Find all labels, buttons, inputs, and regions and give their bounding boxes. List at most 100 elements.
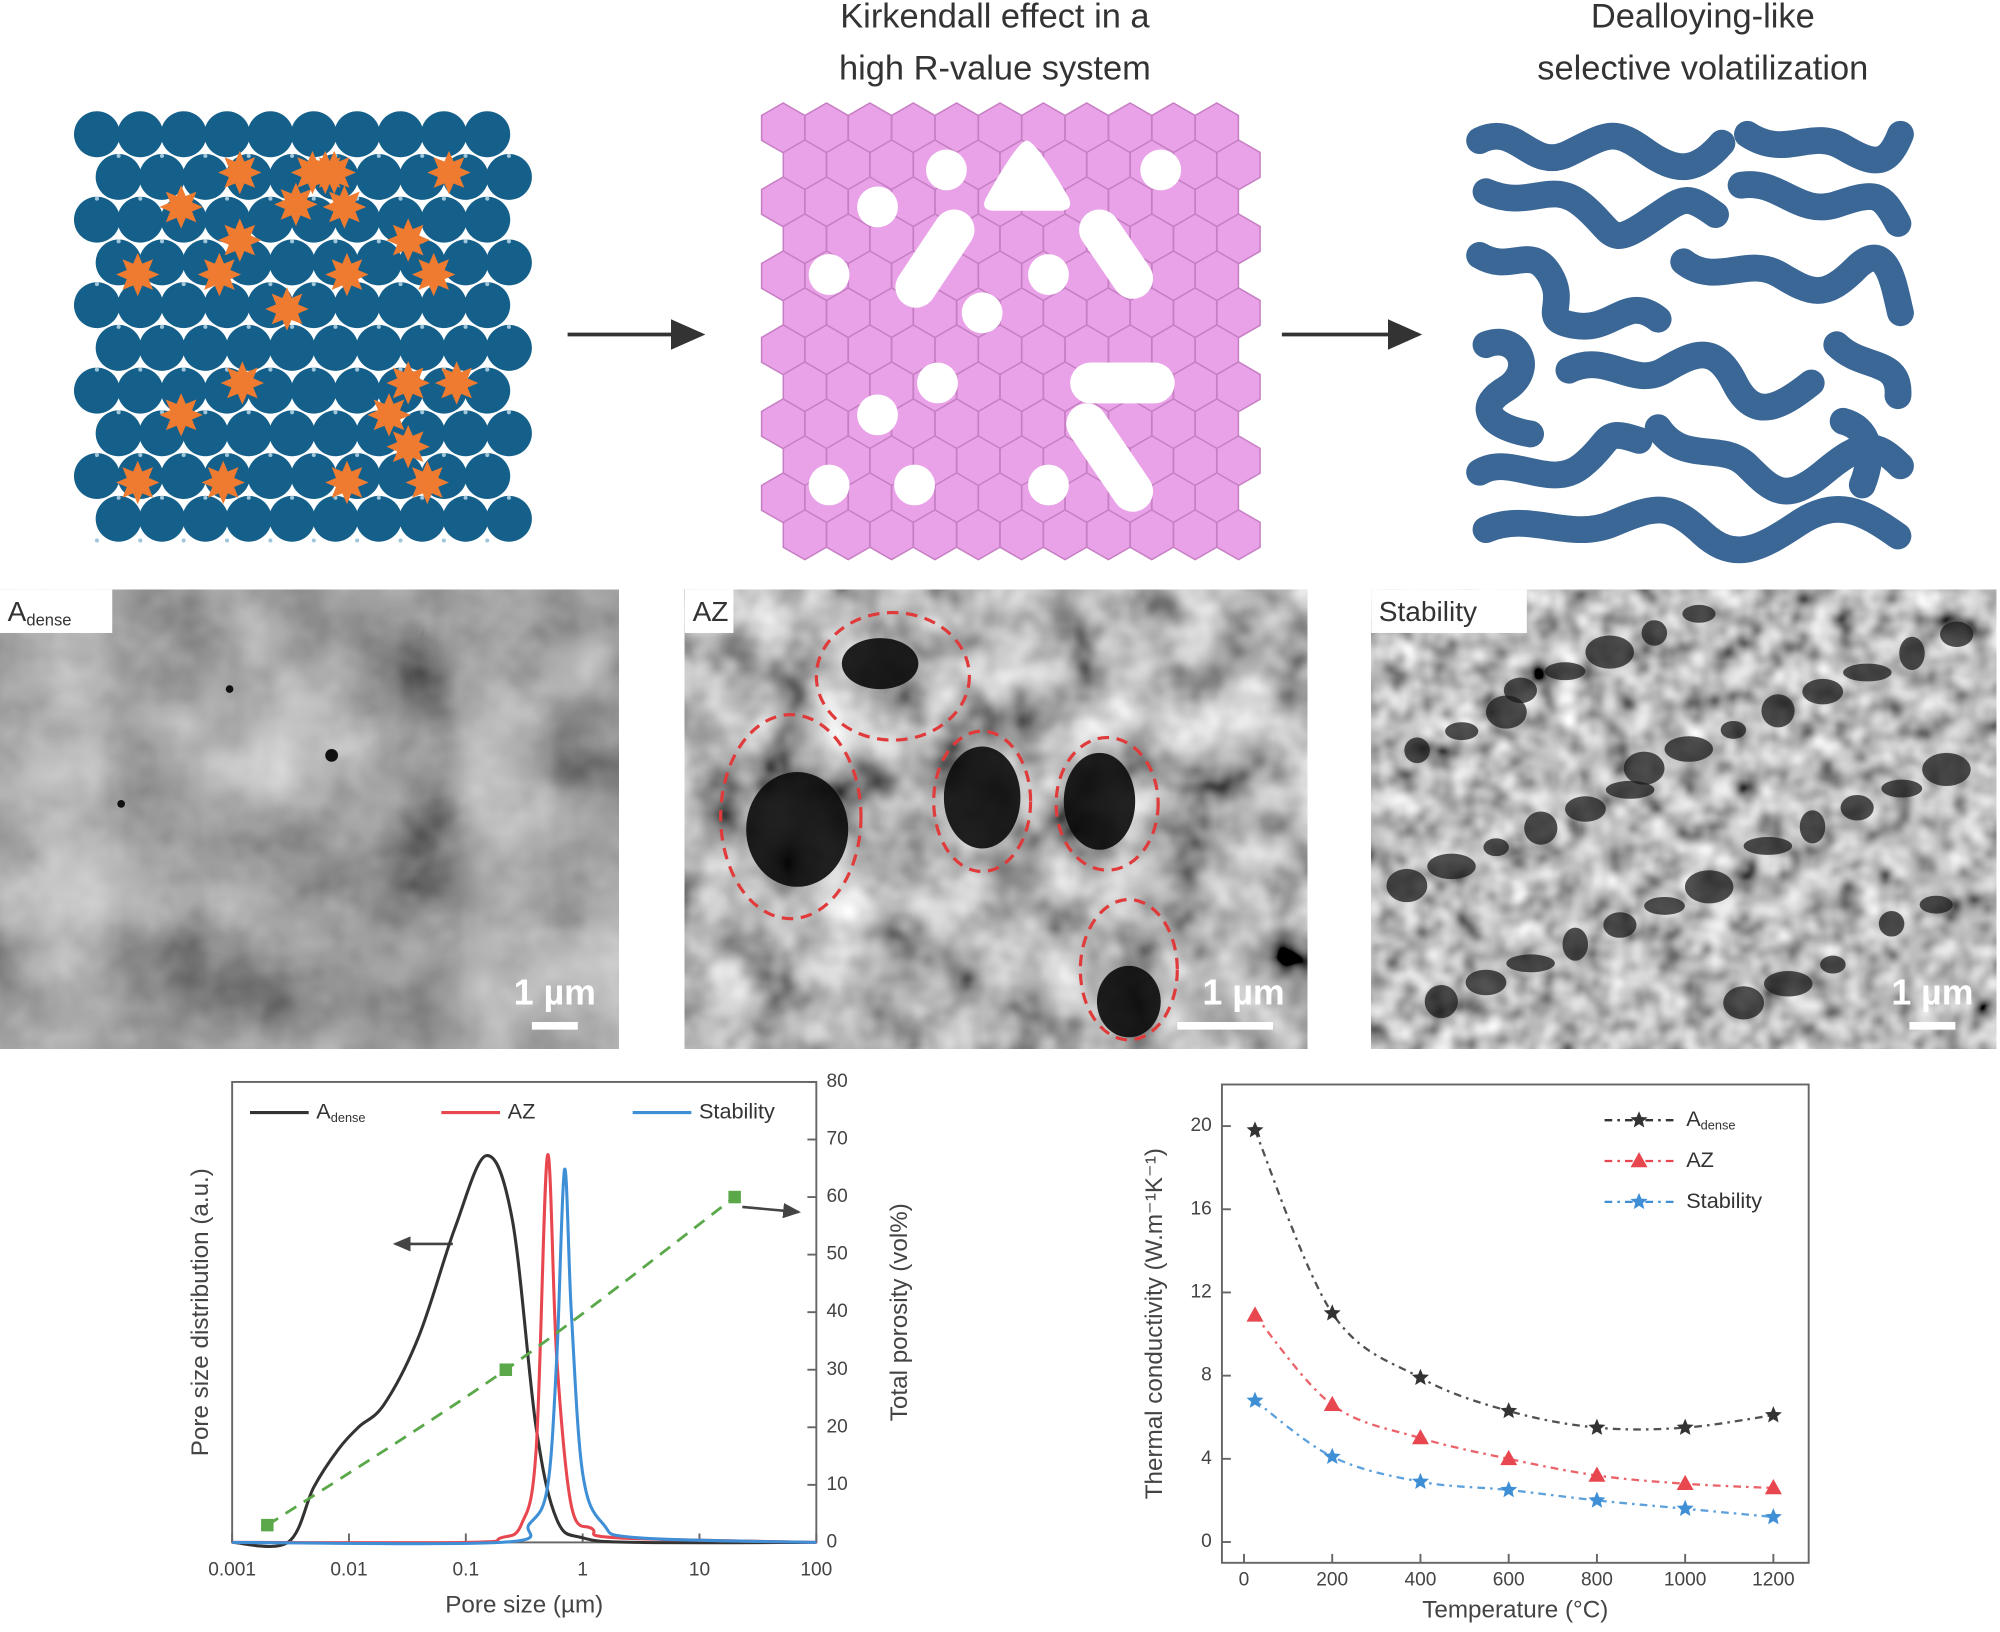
grain-boundary-dot [506, 410, 511, 415]
grain-boundary-dot [116, 239, 121, 244]
grain-boundary-dot [246, 324, 251, 329]
grain-boundary-dot [94, 196, 99, 201]
second-phase [367, 393, 411, 437]
pore [225, 685, 234, 693]
micrographs: Adense 1 µm AZ 1 µm Stability 1 µm [0, 589, 1997, 1049]
grain-boundary-dot [355, 452, 360, 458]
second-phase [386, 361, 430, 405]
grain-boundary-dot [485, 196, 490, 201]
grain [160, 111, 207, 158]
scale-bar [531, 1021, 578, 1030]
ligament [1472, 328, 1545, 448]
grain-boundary-dot [116, 324, 121, 329]
pore [1483, 838, 1509, 857]
grain [269, 410, 316, 457]
grain [269, 239, 316, 286]
legend-marker [1630, 1111, 1648, 1128]
pore [1605, 780, 1655, 799]
second-phase [274, 182, 318, 227]
grain [464, 196, 511, 243]
grain-boundary-dot [246, 153, 251, 158]
data-point [1588, 1491, 1606, 1508]
y2-tick-label: 30 [827, 1359, 848, 1380]
grain-boundary-dot [311, 282, 316, 287]
grain-boundary-dot [485, 367, 490, 372]
second-phase [386, 425, 430, 469]
grain-boundary-dot [181, 452, 186, 458]
series-line [266, 1196, 736, 1527]
void [1140, 149, 1182, 191]
series-line [232, 1153, 817, 1545]
pore [1096, 965, 1161, 1038]
grain [420, 111, 467, 158]
series-line [232, 1154, 817, 1548]
grain [312, 324, 359, 371]
grain-boundary-dot [268, 282, 273, 287]
scale-bar-label: 1 µm [1203, 973, 1285, 1013]
pore [1843, 663, 1892, 682]
scale-bar-label: 1 µm [1891, 973, 1973, 1013]
data-point [728, 1190, 741, 1204]
schematic-kirkendall [760, 102, 1261, 561]
grain [355, 239, 402, 286]
void [984, 140, 1071, 211]
grain [95, 324, 142, 371]
grain [225, 324, 272, 371]
pore-outline [814, 610, 971, 742]
x-tick-label: 1 [577, 1560, 588, 1581]
grain-boundary-dot [246, 410, 251, 415]
data-point [1588, 1418, 1606, 1435]
grain-boundary-dot [181, 367, 186, 372]
pore [1544, 662, 1586, 681]
grain [73, 282, 120, 329]
panel-label: Adense [8, 596, 72, 630]
grain-boundary-dot [94, 452, 99, 458]
grain [290, 282, 337, 329]
grain [182, 324, 229, 371]
second-phase [159, 393, 203, 437]
y-axis-label: Pore size distribution (a.u.) [187, 1168, 214, 1456]
grain-boundary-dot [116, 153, 121, 158]
grain-boundary-dot [181, 282, 186, 287]
grain [117, 367, 164, 414]
grain [355, 154, 402, 200]
void [895, 209, 975, 308]
grain-boundary-dot [376, 153, 381, 158]
grain [182, 154, 229, 200]
grain [312, 410, 359, 457]
pore [1623, 751, 1665, 785]
grain [1216, 508, 1261, 561]
grain [442, 239, 489, 286]
data-point [1411, 1368, 1429, 1386]
grain-boundary-dot [181, 538, 186, 543]
second-phase [427, 150, 471, 195]
y-tick-label: 4 [1201, 1448, 1212, 1469]
pore-outline [1054, 735, 1160, 872]
pore [746, 771, 849, 887]
grain-boundary-dot [268, 452, 273, 458]
y-tick-label: 20 [1190, 1115, 1211, 1136]
pore [1940, 621, 1974, 647]
pore [1063, 752, 1136, 850]
grain-boundary-dot [311, 196, 316, 201]
grain-boundary-dot [463, 153, 468, 158]
data-point [1676, 1499, 1694, 1517]
grain-boundary-dot [333, 239, 338, 244]
void [926, 149, 967, 191]
data-point [1764, 1479, 1782, 1495]
grain [290, 367, 337, 414]
x-tick-label: 100 [800, 1560, 832, 1581]
grain-boundary-dot [441, 196, 446, 201]
grain-boundary-dot [463, 324, 468, 329]
scale-bar [1177, 1021, 1273, 1030]
grain-boundary-dot [159, 324, 165, 329]
second-phase [220, 361, 265, 405]
legend-name: A [316, 1098, 331, 1123]
legend-label: Adense [1686, 1106, 1735, 1133]
grain [139, 495, 185, 542]
grain [95, 495, 142, 542]
data-point [1676, 1474, 1694, 1491]
stage-title: Kirkendall effect in a [840, 0, 1150, 35]
panel-label: Stability [1379, 596, 1477, 627]
grain-boundary-dot [506, 495, 511, 500]
